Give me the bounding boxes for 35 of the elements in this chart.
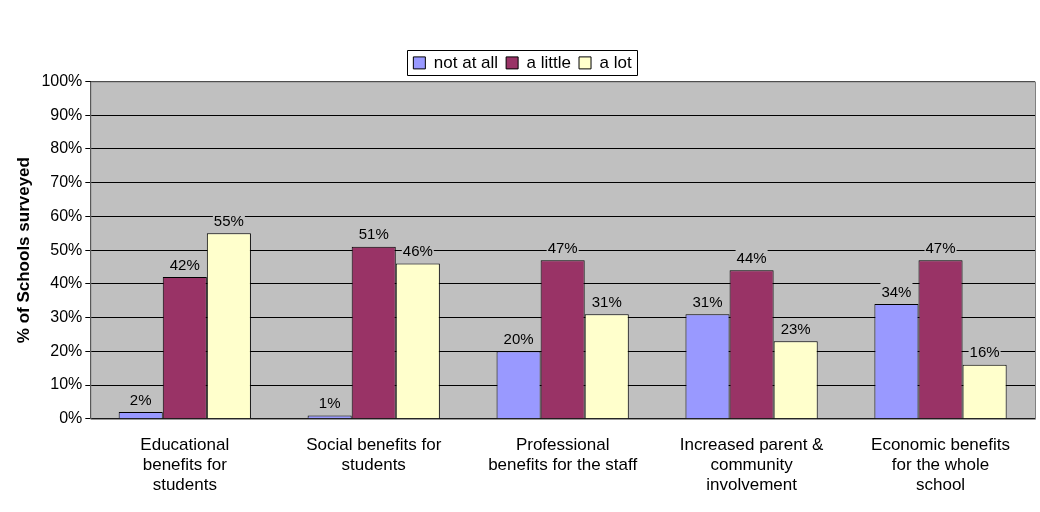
data-label: 23% — [780, 319, 811, 337]
data-label: 55% — [213, 211, 244, 229]
legend-label: not at all — [433, 52, 499, 72]
x-tick-label: Social benefits for students — [306, 434, 442, 475]
y-tick-label: 90% — [50, 105, 83, 123]
legend-label: a little — [526, 52, 572, 72]
data-label: 31% — [692, 292, 723, 310]
y-tick-label: 70% — [50, 173, 83, 191]
data-label: 20% — [503, 329, 534, 347]
legend-label: a lot — [599, 52, 632, 72]
y-tick-label: 50% — [50, 240, 83, 258]
y-tick-label: 60% — [50, 206, 83, 224]
y-axis-title: % of Schools surveyed — [13, 157, 33, 344]
data-label: 31% — [591, 292, 622, 310]
data-label: 42% — [169, 255, 200, 273]
data-label: 34% — [881, 282, 912, 300]
y-tick-label: 40% — [50, 274, 83, 292]
y-tick-label: 80% — [50, 139, 83, 157]
y-tick-label: 100% — [41, 71, 83, 89]
data-label: 47% — [547, 238, 578, 256]
y-tick-label: 20% — [50, 341, 83, 359]
x-tick-label: Educational benefits for students — [140, 434, 230, 495]
x-tick-label: Increased parent & community involvement — [679, 434, 825, 495]
data-label: 47% — [925, 238, 956, 256]
data-label: 2% — [129, 390, 152, 408]
data-label: 44% — [736, 248, 767, 266]
y-tick-label: 10% — [50, 375, 83, 393]
x-tick-label: Professional benefits for the staff — [488, 434, 638, 475]
data-label: 46% — [402, 242, 433, 260]
x-tick-label: Economic benefits for the whole school — [871, 434, 1010, 495]
data-label: 51% — [358, 225, 389, 243]
y-tick-label: 0% — [59, 409, 83, 427]
data-label: 16% — [969, 343, 1000, 361]
y-tick-label: 30% — [50, 307, 83, 325]
data-label: 1% — [318, 394, 341, 412]
